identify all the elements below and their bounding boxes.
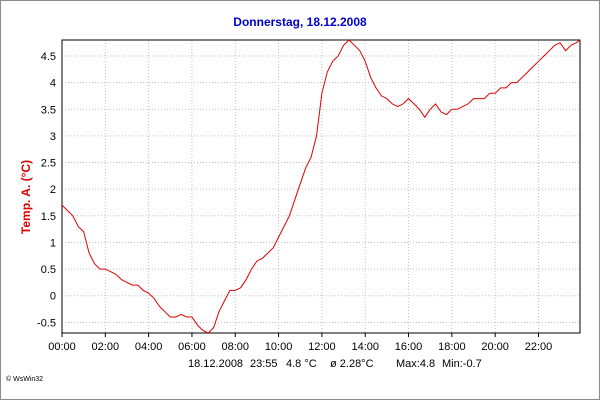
x-tick-label: 06:00 (178, 341, 206, 353)
footer-current-temp: 4.8 °C (286, 358, 317, 370)
y-axis-ticks: -0.5 0 0.5 1 1.5 2 2.5 3 3.5 4 4.5 (37, 51, 56, 329)
y-tick-label: 1.5 (41, 211, 56, 223)
y-tick-label: 2 (50, 184, 56, 196)
y-tick-label: 1 (50, 237, 56, 249)
y-tick-label: 2.5 (41, 158, 56, 170)
y-tick-label: 0.5 (41, 264, 56, 276)
footer-min-temp: Min:-0.7 (442, 358, 482, 370)
x-tick-label: 08:00 (222, 341, 250, 353)
footer-time: 23:55 (250, 358, 278, 370)
y-axis-label: Temp. A. (°C) (19, 160, 33, 234)
x-tick-label: 22:00 (525, 341, 553, 353)
x-tick-label: 12:00 (308, 341, 336, 353)
software-credit: © WsWin32 (6, 375, 43, 383)
x-tick-label: 10:00 (265, 341, 293, 353)
x-tick-label: 20:00 (481, 341, 509, 353)
x-tick-label: 14:00 (351, 341, 379, 353)
x-tick-label: 04:00 (135, 341, 163, 353)
series-line-0 (61, 39, 581, 334)
x-tick-label: 18:00 (438, 341, 466, 353)
chart-title: Donnerstag, 18.12.2008 (233, 15, 367, 29)
footer-max-temp: Max:4.8 (396, 358, 435, 370)
footer-average-temp: ø 2.28°C (330, 358, 374, 370)
y-tick-label: -0.5 (37, 317, 56, 329)
x-tick-label: 00:00 (48, 341, 76, 353)
x-tick-label: 02:00 (92, 341, 120, 353)
x-tick-label: 16:00 (395, 341, 423, 353)
gridlines (62, 40, 580, 333)
footer-readout: 18.12.2008 23:55 4.8 °C ø 2.28°C Max:4.8… (188, 358, 482, 370)
y-tick-label: 0 (50, 291, 56, 303)
series-group (61, 39, 581, 334)
y-tick-label: 3.5 (41, 104, 56, 116)
footer-date: 18.12.2008 (188, 358, 243, 370)
y-tick-label: 3 (50, 131, 56, 143)
plot-area (61, 39, 581, 334)
y-tick-label: 4 (50, 78, 56, 90)
x-axis-ticks: 00:00 02:00 04:00 06:00 08:00 10:00 12:00 14:00… (48, 333, 552, 353)
y-tick-label: 4.5 (41, 51, 56, 63)
